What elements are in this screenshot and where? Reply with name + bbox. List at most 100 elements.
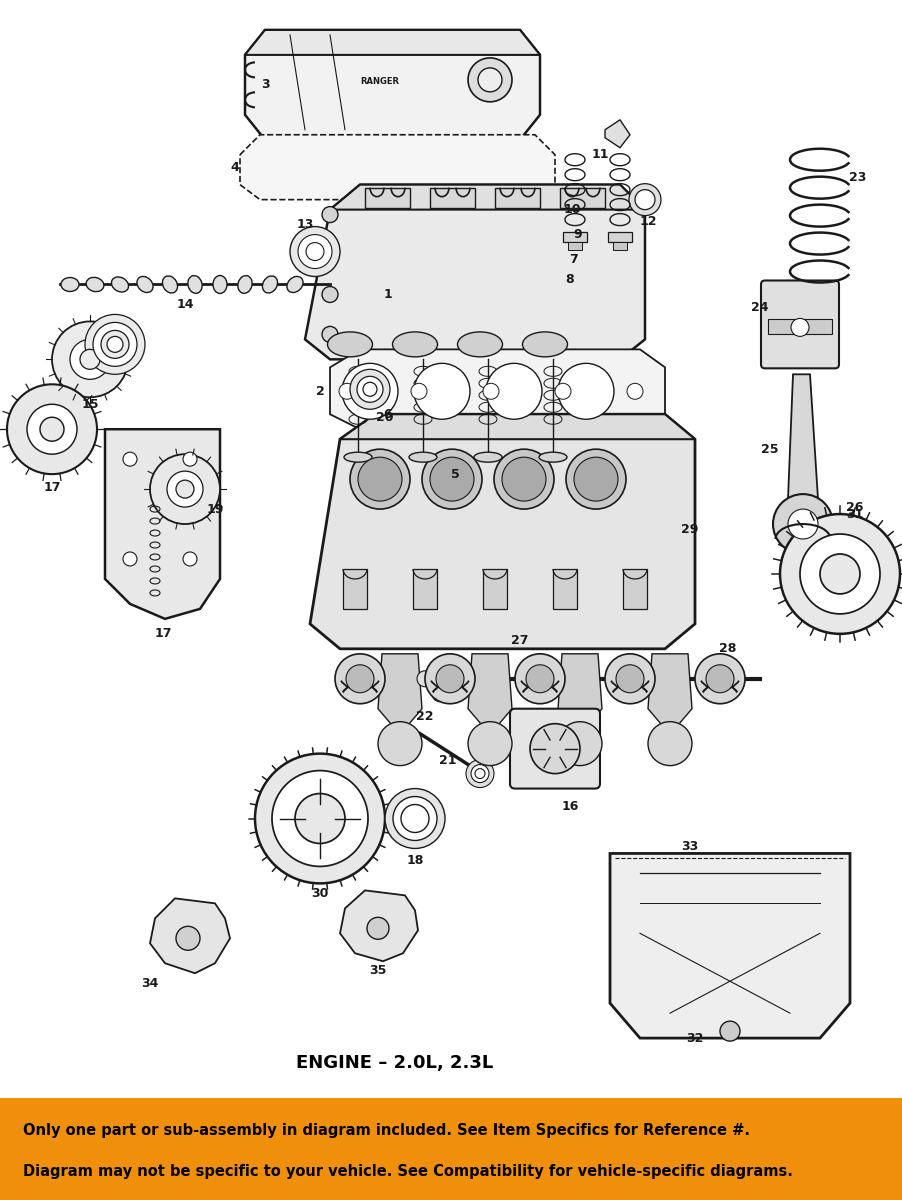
Bar — [413, 569, 437, 608]
Polygon shape — [330, 349, 665, 430]
Circle shape — [176, 926, 200, 950]
Circle shape — [350, 370, 390, 409]
Bar — [608, 232, 632, 241]
Polygon shape — [365, 187, 410, 208]
Ellipse shape — [137, 276, 153, 293]
Bar — [623, 569, 647, 608]
Circle shape — [494, 449, 554, 509]
Circle shape — [85, 314, 145, 374]
Circle shape — [385, 788, 445, 848]
Circle shape — [483, 383, 499, 400]
Circle shape — [422, 449, 482, 509]
Circle shape — [530, 724, 580, 774]
Text: 18: 18 — [406, 854, 424, 866]
Polygon shape — [560, 187, 605, 208]
Circle shape — [150, 454, 220, 524]
Polygon shape — [610, 853, 850, 1038]
Text: 24: 24 — [751, 301, 769, 314]
Text: 25: 25 — [761, 443, 778, 456]
Circle shape — [466, 760, 494, 787]
Circle shape — [123, 452, 137, 466]
Circle shape — [820, 554, 860, 594]
Text: 31: 31 — [846, 508, 864, 521]
Text: 28: 28 — [719, 642, 737, 655]
Ellipse shape — [287, 276, 303, 293]
Circle shape — [648, 721, 692, 766]
Text: 26: 26 — [846, 500, 864, 514]
Polygon shape — [305, 185, 645, 359]
Circle shape — [7, 384, 97, 474]
Circle shape — [574, 457, 618, 502]
Polygon shape — [240, 134, 555, 199]
Circle shape — [363, 383, 377, 396]
Circle shape — [468, 721, 512, 766]
Circle shape — [558, 721, 602, 766]
Text: 14: 14 — [176, 298, 194, 311]
Polygon shape — [788, 374, 818, 509]
Circle shape — [306, 242, 324, 260]
Circle shape — [635, 190, 655, 210]
Ellipse shape — [162, 276, 178, 293]
Bar — [768, 319, 832, 335]
Text: 5: 5 — [451, 468, 459, 481]
Circle shape — [358, 457, 402, 502]
Circle shape — [515, 654, 565, 703]
Circle shape — [425, 654, 475, 703]
Polygon shape — [340, 890, 418, 961]
Text: 12: 12 — [640, 215, 657, 228]
Polygon shape — [310, 414, 695, 649]
Text: 17: 17 — [43, 481, 60, 493]
Text: 11: 11 — [591, 149, 609, 161]
Ellipse shape — [188, 276, 202, 293]
Ellipse shape — [392, 332, 437, 356]
Circle shape — [800, 534, 880, 614]
Circle shape — [70, 340, 110, 379]
Circle shape — [290, 227, 340, 276]
Text: 34: 34 — [142, 977, 159, 990]
Circle shape — [629, 184, 661, 216]
Circle shape — [272, 770, 368, 866]
Circle shape — [471, 764, 489, 782]
Circle shape — [468, 58, 512, 102]
Circle shape — [357, 377, 383, 402]
Polygon shape — [245, 30, 540, 55]
Ellipse shape — [86, 277, 104, 292]
Text: 9: 9 — [574, 228, 583, 241]
Circle shape — [350, 449, 410, 509]
Polygon shape — [340, 414, 695, 439]
Circle shape — [414, 364, 470, 419]
Circle shape — [176, 480, 194, 498]
FancyBboxPatch shape — [510, 709, 600, 788]
Text: 17: 17 — [154, 628, 171, 641]
Circle shape — [123, 552, 137, 566]
Text: 33: 33 — [681, 840, 699, 853]
Circle shape — [526, 665, 554, 692]
Ellipse shape — [262, 276, 278, 293]
Polygon shape — [430, 187, 475, 208]
Circle shape — [430, 457, 474, 502]
Text: 3: 3 — [261, 78, 270, 91]
Circle shape — [706, 665, 734, 692]
Ellipse shape — [457, 332, 502, 356]
Text: 19: 19 — [207, 503, 224, 516]
Circle shape — [780, 514, 900, 634]
Ellipse shape — [474, 452, 502, 462]
Circle shape — [322, 287, 338, 302]
Circle shape — [417, 671, 433, 686]
Circle shape — [558, 364, 614, 419]
Text: 23: 23 — [850, 172, 867, 184]
Polygon shape — [648, 654, 692, 728]
Bar — [483, 569, 507, 608]
Circle shape — [52, 322, 128, 397]
Polygon shape — [330, 185, 645, 210]
Circle shape — [791, 318, 809, 336]
Circle shape — [447, 671, 463, 686]
Text: 15: 15 — [81, 397, 98, 410]
Ellipse shape — [409, 452, 437, 462]
Ellipse shape — [539, 452, 567, 462]
Circle shape — [93, 323, 137, 366]
Polygon shape — [605, 120, 630, 148]
Text: 22: 22 — [416, 710, 434, 724]
Text: Diagram may not be specific to your vehicle. See Compatibility for vehicle-speci: Diagram may not be specific to your vehi… — [23, 1164, 793, 1178]
Circle shape — [627, 383, 643, 400]
